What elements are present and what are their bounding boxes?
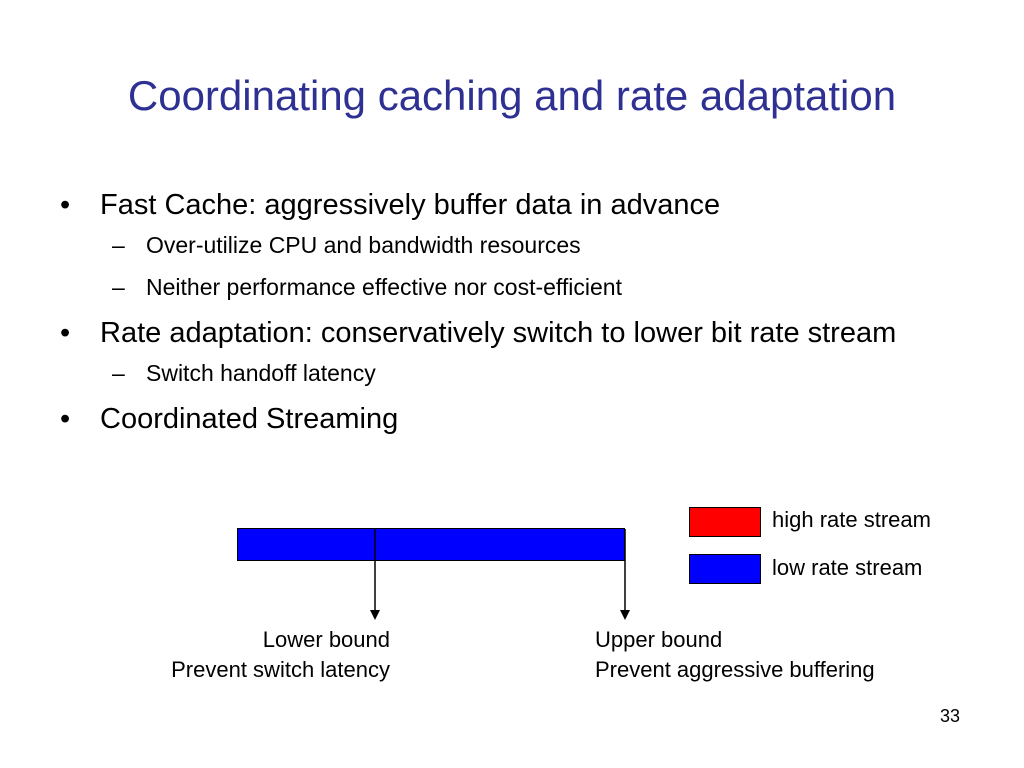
bullet-text: Rate adaptation: conservatively switch t…: [100, 317, 897, 349]
sub-bullet-glyph: –: [112, 274, 125, 300]
legend-swatch-low-rate: [689, 554, 761, 584]
slide-title: Coordinating caching and rate adaptation: [127, 72, 897, 119]
sub-bullet-item: – Switch handoff latency: [56, 358, 956, 388]
upper-bound-title: Upper bound: [595, 627, 723, 652]
upper-bound-arrowhead: [620, 610, 630, 620]
bullet-list: • Fast Cache: aggressively buffer data i…: [56, 186, 956, 444]
legend-label-low-rate: low rate stream: [772, 555, 923, 580]
sub-bullet-text: Over-utilize CPU and bandwidth resources: [146, 232, 581, 258]
bullet-item: • Coordinated Streaming: [56, 400, 956, 438]
sub-bullet-item: – Over-utilize CPU and bandwidth resourc…: [56, 230, 956, 260]
bullet-item: • Fast Cache: aggressively buffer data i…: [56, 186, 956, 224]
sub-bullet-glyph: –: [112, 232, 125, 258]
legend-swatch-high-rate: [689, 507, 761, 537]
bullet-text: Fast Cache: aggressively buffer data in …: [100, 189, 721, 221]
sub-bullet-text: Neither performance effective nor cost-e…: [146, 274, 622, 300]
lower-bound-arrowhead: [370, 610, 380, 620]
sub-bullet-glyph: –: [112, 360, 125, 386]
page-number: 33: [939, 706, 960, 726]
bullet-glyph: •: [60, 403, 71, 435]
bullet-item: • Rate adaptation: conservatively switch…: [56, 314, 956, 352]
sub-bullet-text: Switch handoff latency: [146, 360, 376, 386]
lower-bound-description: Prevent switch latency: [171, 657, 390, 682]
bullet-glyph: •: [60, 189, 71, 221]
low-rate-buffer-bar: [237, 528, 625, 561]
sub-bullet-item: – Neither performance effective nor cost…: [56, 272, 956, 302]
lower-bound-title: Lower bound: [262, 627, 390, 652]
bullet-glyph: •: [60, 317, 71, 349]
upper-bound-description: Prevent aggressive buffering: [595, 657, 875, 682]
legend-label-high-rate: high rate stream: [772, 507, 931, 532]
bullet-text: Coordinated Streaming: [100, 403, 399, 435]
